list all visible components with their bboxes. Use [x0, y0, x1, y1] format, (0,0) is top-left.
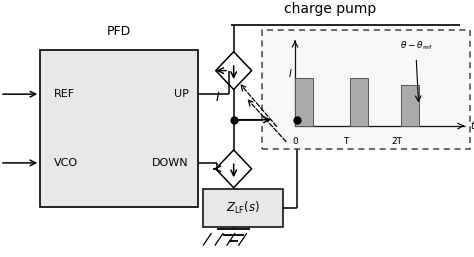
Text: VCO: VCO: [55, 158, 78, 168]
Text: UP: UP: [174, 89, 189, 99]
Text: t: t: [470, 121, 474, 131]
Text: REF: REF: [55, 89, 75, 99]
Text: 0: 0: [292, 137, 298, 146]
Bar: [350, 78, 368, 126]
Text: I: I: [215, 90, 219, 104]
Bar: [295, 78, 313, 126]
Text: T: T: [343, 137, 348, 146]
Bar: [40, 50, 198, 207]
Text: I: I: [288, 69, 291, 79]
Bar: [401, 85, 419, 126]
Text: PFD: PFD: [107, 25, 131, 38]
Text: $Z_{\rm LF}(s)$: $Z_{\rm LF}(s)$: [226, 200, 260, 216]
FancyBboxPatch shape: [262, 30, 470, 149]
Bar: [203, 189, 283, 227]
Text: DOWN: DOWN: [152, 158, 189, 168]
Text: charge pump: charge pump: [284, 2, 376, 16]
Text: $\theta - \theta_{\rm ref}$: $\theta - \theta_{\rm ref}$: [400, 40, 433, 52]
Text: 2T: 2T: [392, 137, 402, 146]
